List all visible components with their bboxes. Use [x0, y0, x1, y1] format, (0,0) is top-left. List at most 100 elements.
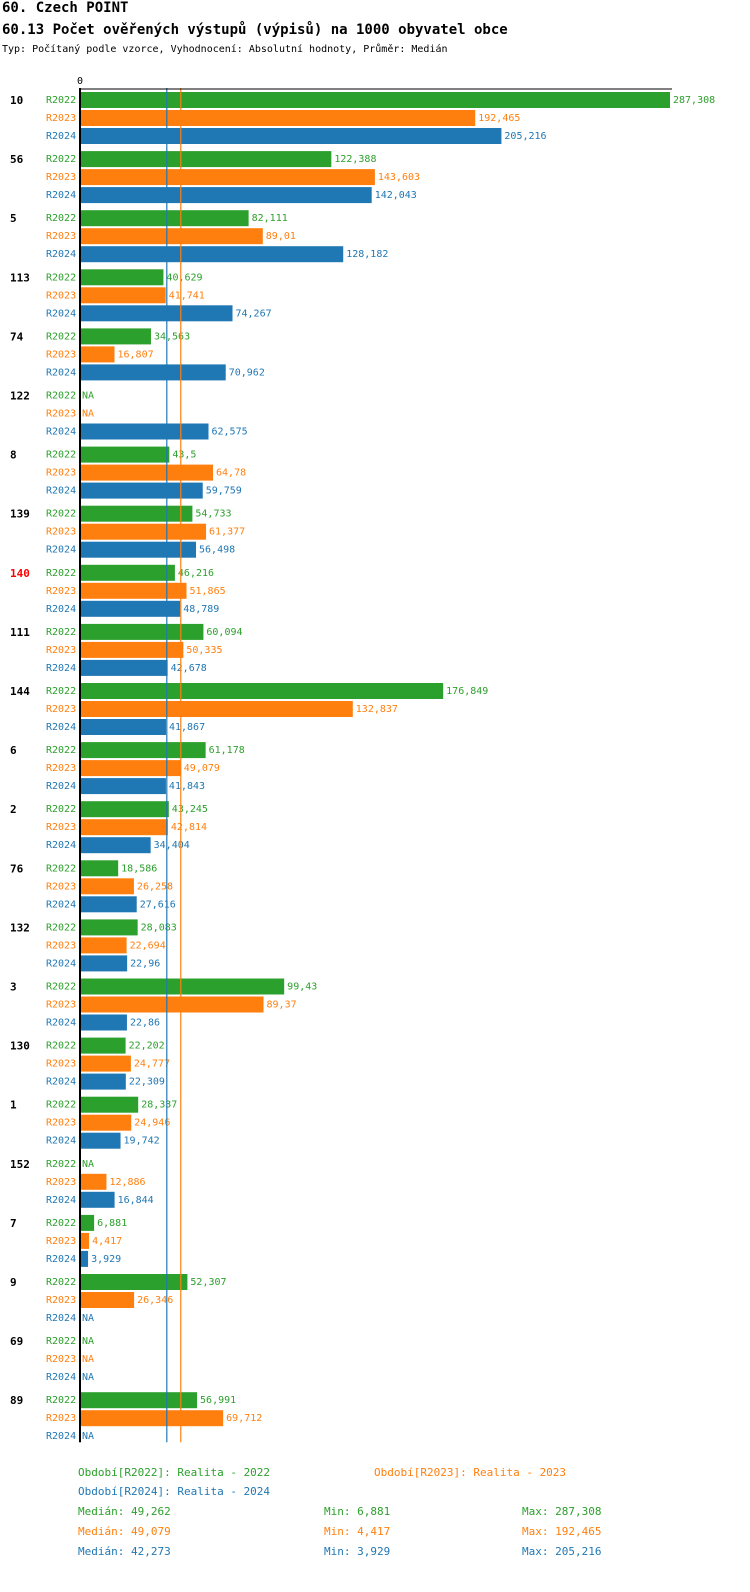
value-label-89-R2023: 69,712 — [226, 1413, 262, 1424]
bar-144-R2023 — [80, 701, 353, 717]
value-label-113-R2023: 41,741 — [169, 290, 205, 301]
bar-6-R2022 — [80, 742, 206, 759]
series-label-9-R2023: R2023 — [46, 1295, 76, 1306]
category-label-8: 8 — [10, 449, 17, 462]
value-label-7-R2023: 4,417 — [92, 1236, 122, 1247]
series-label-132-R2024: R2024 — [46, 958, 76, 969]
series-label-74-R2022: R2022 — [46, 331, 76, 342]
series-label-6-R2023: R2023 — [46, 763, 76, 774]
series-label-69-R2022: R2022 — [46, 1336, 76, 1347]
value-label-111-R2022: 60,094 — [206, 627, 242, 638]
value-label-130-R2022: 22,202 — [129, 1041, 165, 1052]
chart-meta: Typ: Počítaný podle vzorce, Vyhodnocení:… — [2, 44, 448, 55]
series-label-5-R2024: R2024 — [46, 249, 76, 260]
series-label-7-R2022: R2022 — [46, 1218, 76, 1229]
bar-140-R2024 — [80, 600, 181, 617]
bar-152-R2024 — [80, 1191, 115, 1208]
category-label-152: 152 — [10, 1158, 30, 1171]
series-label-74-R2024: R2024 — [46, 367, 76, 378]
bar-132-R2024 — [80, 955, 128, 972]
series-label-1-R2023: R2023 — [46, 1118, 76, 1129]
bar-2-R2023 — [80, 819, 168, 836]
bar-56-R2023 — [80, 169, 375, 186]
series-label-10-R2024: R2024 — [46, 131, 76, 142]
value-label-76-R2023: 26,258 — [137, 881, 173, 892]
bar-7-R2023 — [80, 1232, 90, 1249]
value-label-8-R2024: 59,759 — [206, 486, 242, 497]
bar-5-R2023 — [80, 228, 263, 245]
bar-74-R2022 — [80, 328, 151, 345]
series-label-113-R2024: R2024 — [46, 308, 76, 319]
bar-10-R2023 — [80, 110, 476, 126]
category-label-132: 132 — [10, 921, 30, 934]
series-label-6-R2022: R2022 — [46, 745, 76, 756]
category-label-6: 6 — [10, 744, 17, 757]
series-label-2-R2023: R2023 — [46, 822, 76, 833]
value-label-152-R2024: 16,844 — [118, 1195, 154, 1206]
series-label-132-R2022: R2022 — [46, 922, 76, 933]
bar-111-R2023 — [80, 641, 184, 658]
series-label-152-R2023: R2023 — [46, 1177, 76, 1188]
series-label-139-R2024: R2024 — [46, 545, 76, 556]
series-label-10-R2023: R2023 — [46, 113, 76, 124]
value-label-144-R2024: 41,867 — [169, 722, 205, 733]
series-label-89-R2022: R2022 — [46, 1395, 76, 1406]
series-label-56-R2024: R2024 — [46, 190, 76, 201]
bar-1-R2022 — [80, 1096, 139, 1113]
value-label-113-R2022: 40,629 — [166, 272, 202, 283]
series-label-9-R2022: R2022 — [46, 1277, 76, 1288]
category-label-5: 5 — [10, 212, 17, 225]
series-label-7-R2023: R2023 — [46, 1236, 76, 1247]
value-label-2-R2024: 34,404 — [154, 840, 190, 851]
bar-56-R2024 — [80, 187, 372, 204]
bar-9-R2023 — [80, 1292, 135, 1308]
value-label-1-R2024: 19,742 — [124, 1136, 160, 1147]
series-label-111-R2024: R2024 — [46, 663, 76, 674]
bar-74-R2024 — [80, 364, 226, 381]
value-label-76-R2022: 18,586 — [121, 863, 157, 874]
value-label-9-R2023: 26,346 — [137, 1295, 173, 1306]
value-label-111-R2023: 50,335 — [186, 645, 222, 656]
series-label-3-R2024: R2024 — [46, 1018, 76, 1029]
bar-139-R2023 — [80, 523, 207, 540]
value-label-3-R2022: 99,43 — [287, 982, 317, 993]
stat-median-r2023: Medián: 49,079 — [78, 1525, 171, 1538]
value-label-10-R2024: 205,216 — [504, 131, 546, 142]
series-label-10-R2022: R2022 — [46, 95, 76, 106]
bar-122-R2024 — [80, 423, 209, 440]
value-label-10-R2022: 287,308 — [673, 95, 715, 106]
category-label-130: 130 — [10, 1040, 30, 1053]
value-label-139-R2023: 61,377 — [209, 527, 245, 538]
value-label-56-R2022: 122,388 — [334, 154, 376, 165]
series-label-6-R2024: R2024 — [46, 781, 76, 792]
value-label-139-R2022: 54,733 — [195, 509, 231, 520]
category-label-76: 76 — [10, 862, 24, 875]
category-label-3: 3 — [10, 981, 17, 994]
bar-76-R2023 — [80, 878, 134, 895]
series-label-74-R2023: R2023 — [46, 349, 76, 360]
series-label-69-R2024: R2024 — [46, 1372, 76, 1383]
bar-56-R2022 — [80, 151, 332, 168]
value-label-144-R2022: 176,849 — [446, 686, 488, 697]
value-label-122-R2023: NA — [82, 409, 94, 420]
series-label-3-R2022: R2022 — [46, 982, 76, 993]
bar-140-R2023 — [80, 582, 187, 599]
value-label-3-R2024: 22,86 — [130, 1018, 160, 1029]
bar-chart: 0 10 R2022 287,308 R2023 192,465 R2024 205,216 5… — [10, 76, 715, 1443]
bar-132-R2023 — [80, 937, 127, 954]
value-label-5-R2022: 82,111 — [252, 213, 288, 224]
series-label-3-R2023: R2023 — [46, 1000, 76, 1011]
value-label-130-R2023: 24,777 — [134, 1059, 170, 1070]
bar-89-R2023 — [80, 1410, 224, 1427]
value-label-8-R2023: 64,78 — [216, 468, 246, 479]
series-label-7-R2024: R2024 — [46, 1254, 76, 1265]
bar-1-R2024 — [80, 1132, 121, 1149]
series-label-8-R2024: R2024 — [46, 486, 76, 497]
value-label-139-R2024: 56,498 — [199, 545, 235, 556]
value-label-111-R2024: 42,678 — [171, 663, 207, 674]
category-label-139: 139 — [10, 508, 30, 521]
bar-144-R2022 — [80, 683, 444, 699]
stat-max-r2024: Max: 205,216 — [522, 1545, 602, 1558]
bar-8-R2023 — [80, 464, 214, 481]
value-label-74-R2024: 70,962 — [229, 367, 265, 378]
